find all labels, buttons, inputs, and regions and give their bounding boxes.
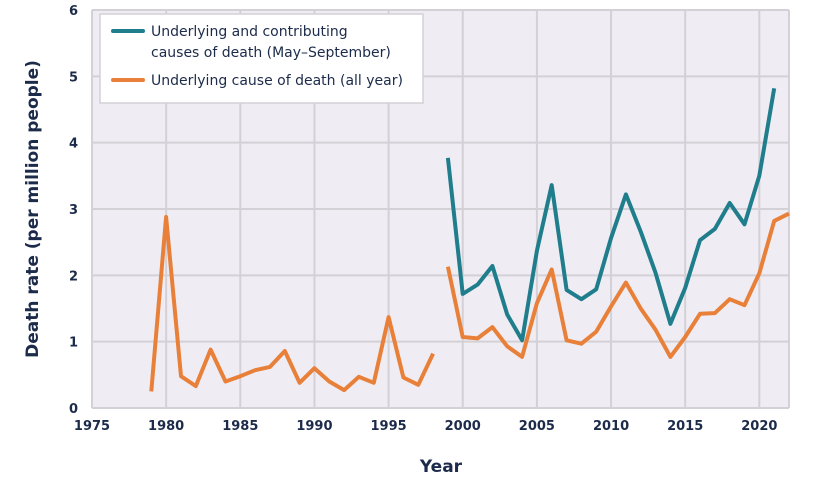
x-tick-label: 2010 <box>593 419 629 434</box>
y-tick-label: 4 <box>69 137 78 152</box>
series-line-2 <box>149 215 435 393</box>
series-line-2 <box>445 211 790 359</box>
x-tick-label: 2015 <box>667 419 703 434</box>
x-tick-label: 1980 <box>148 419 184 434</box>
x-tick-label: 1990 <box>296 419 332 434</box>
y-tick-label: 5 <box>69 70 78 85</box>
series-line-1 <box>445 87 777 343</box>
x-tick-label: 2000 <box>445 419 481 434</box>
legend-label: Underlying and contributing <box>151 24 348 40</box>
x-axis-title: Year <box>419 457 463 477</box>
series-lines <box>149 87 790 393</box>
y-tick-label: 3 <box>69 203 78 218</box>
legend-box <box>99 13 424 104</box>
legend-label: causes of death (May–September) <box>151 45 391 61</box>
legend-label: Underlying cause of death (all year) <box>151 73 403 89</box>
x-tick-label: 2020 <box>741 419 777 434</box>
y-tick-label: 6 <box>69 4 78 19</box>
x-tick-label: 2005 <box>519 419 555 434</box>
y-tick-label: 0 <box>69 402 78 417</box>
y-tick-label: 2 <box>69 269 78 284</box>
y-axis-ticks: 0 1 2 3 4 5 6 <box>69 4 78 417</box>
y-axis-title: Death rate (per million people) <box>23 60 43 358</box>
x-axis-ticks: 1975 1980 1985 1990 1995 2000 2005 2010 2015 2020 <box>74 419 778 434</box>
y-tick-label: 1 <box>69 336 78 351</box>
legend: Underlying and contributing causes of dea… <box>99 13 424 104</box>
x-tick-label: 1985 <box>222 419 258 434</box>
x-tick-label: 1975 <box>74 419 110 434</box>
x-tick-label: 1995 <box>371 419 407 434</box>
